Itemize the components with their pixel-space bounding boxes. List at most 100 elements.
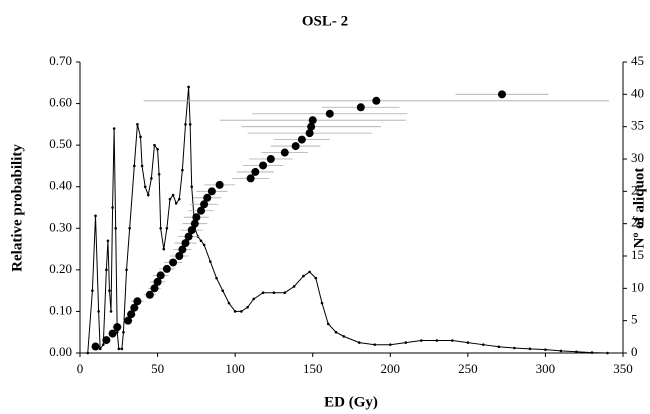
y2-tick-label: 10 — [631, 279, 644, 294]
aliquot-point — [297, 135, 306, 144]
probability-point — [252, 297, 256, 301]
probability-point — [466, 341, 470, 344]
probability-point — [98, 347, 102, 351]
aliquot-point — [325, 109, 334, 118]
probability-point — [157, 172, 161, 176]
y2-tick-label: 40 — [631, 85, 644, 100]
probability-point — [156, 148, 159, 151]
x-tick-label: 150 — [303, 361, 323, 376]
probability-point — [108, 289, 111, 292]
probability-point — [513, 346, 516, 350]
y-tick-label: 0.30 — [49, 219, 72, 234]
aliquot-point — [266, 155, 275, 163]
probability-point — [575, 350, 578, 354]
aliquot-point — [124, 316, 133, 325]
aliquot-point — [190, 219, 199, 228]
probability-point — [420, 339, 423, 342]
probability-point — [97, 310, 100, 313]
aliquot-point — [91, 342, 100, 351]
aliquot-point — [150, 284, 159, 293]
x-tick-label: 50 — [151, 361, 164, 376]
probability-point — [143, 185, 147, 189]
probability-point — [115, 330, 119, 334]
probability-point — [106, 239, 110, 243]
probability-point — [302, 274, 305, 278]
aliquot-point — [156, 271, 165, 280]
probability-point — [388, 343, 392, 346]
aliquot-point — [178, 245, 187, 254]
y-tick-label: 0.40 — [49, 178, 72, 193]
probability-point — [202, 243, 206, 247]
probability-point — [190, 185, 194, 189]
x-tick-label: 200 — [381, 361, 401, 376]
probability-point — [404, 341, 408, 344]
x-tick-label: 300 — [536, 361, 556, 376]
aliquot-point — [175, 252, 184, 260]
y2-tick-label: 45 — [631, 53, 644, 68]
aliquot-point — [102, 336, 111, 345]
probability-point — [188, 123, 192, 126]
probability-point — [109, 310, 113, 313]
probability-point — [283, 291, 287, 295]
probability-point — [114, 226, 117, 230]
probability-point — [606, 351, 609, 355]
aliquot-point — [246, 174, 255, 183]
aliquot-point — [497, 90, 506, 99]
probability-point — [162, 247, 166, 251]
probability-point — [133, 164, 136, 168]
aliquot-point — [192, 213, 201, 222]
aliquot-point — [187, 226, 196, 235]
y2-axis-label: Nº of aliquot — [631, 168, 647, 249]
probability-point — [334, 330, 338, 334]
x-tick-label: 0 — [77, 361, 84, 376]
probability-point — [112, 127, 116, 130]
aliquot-point — [215, 180, 224, 189]
probability-point — [320, 301, 324, 305]
aliquot-point — [162, 264, 171, 273]
aliquot-point — [259, 161, 268, 170]
probability-point — [326, 322, 330, 326]
aliquot-point — [184, 232, 193, 241]
probability-point — [159, 226, 162, 230]
y-tick-label: 0.60 — [49, 95, 72, 110]
probability-point — [111, 206, 114, 209]
aliquot-point — [308, 116, 317, 125]
probability-point — [117, 347, 121, 351]
aliquot-point — [130, 303, 139, 312]
aliquot-point — [108, 329, 117, 338]
y-tick-label: 0.70 — [49, 53, 72, 68]
aliquot-point — [280, 148, 289, 157]
y-tick-label: 0.20 — [49, 261, 72, 276]
aliquot-point — [207, 187, 216, 196]
y-axis-label: Relative probability — [9, 144, 25, 272]
probability-point — [125, 268, 128, 272]
probability-point — [120, 347, 124, 351]
x-axis-label: ED (Gy) — [324, 394, 378, 410]
aliquot-point — [203, 193, 212, 202]
probability-point — [171, 193, 175, 197]
probability-point — [215, 276, 218, 280]
aliquot-point — [127, 310, 136, 319]
probability-point — [590, 351, 594, 354]
y2-tick-label: 25 — [631, 182, 644, 197]
y2-tick-label: 15 — [631, 247, 644, 262]
probability-point — [221, 289, 225, 292]
probability-point — [209, 260, 212, 263]
x-tick-label: 350 — [613, 361, 633, 376]
probability-point — [544, 348, 547, 351]
probability-point — [451, 339, 454, 342]
aliquot-point — [153, 277, 162, 286]
aliquot-point — [133, 297, 142, 306]
aliquot-point — [200, 200, 209, 209]
aliquot-point — [145, 290, 154, 299]
probability-point — [497, 345, 501, 349]
probability-point — [165, 226, 169, 230]
probability-point — [342, 335, 346, 338]
y2-tick-label: 20 — [631, 215, 644, 230]
probability-point — [357, 341, 361, 344]
y2-tick-label: 30 — [631, 150, 644, 165]
aliquot-point — [197, 206, 206, 215]
probability-point — [150, 177, 153, 180]
probability-point — [314, 276, 318, 280]
